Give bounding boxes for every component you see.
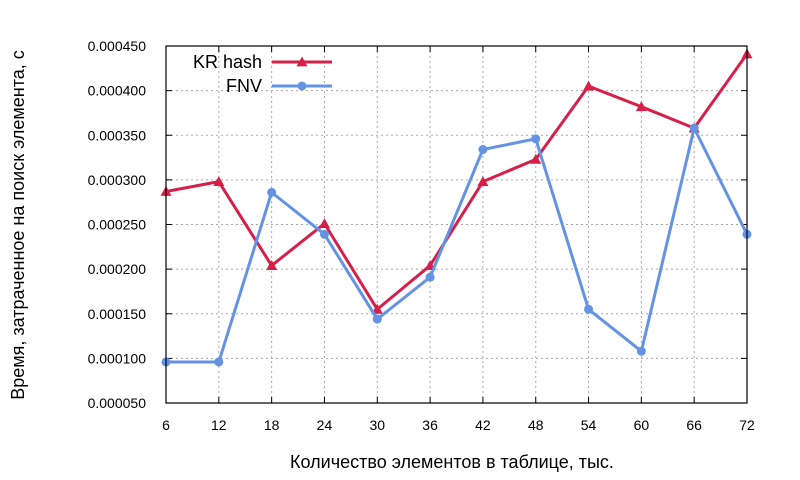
x-tick-label: 54: [581, 417, 597, 433]
data-point: [583, 80, 595, 91]
legend-label: KR hash: [193, 52, 262, 72]
y-tick-label: 0.000200: [88, 261, 147, 277]
x-tick-label: 48: [528, 417, 544, 433]
series-circle: [161, 123, 752, 367]
plot-frame: [165, 45, 748, 404]
y-tick-label: 0.000400: [88, 83, 147, 99]
data-point: [530, 153, 542, 164]
x-axis-title: Количество элементов в таблице, тыс.: [290, 452, 614, 472]
x-tick-label: 18: [264, 417, 280, 433]
data-point: [371, 303, 383, 314]
series-triangle: [160, 48, 753, 314]
y-tick-label: 0.000050: [88, 395, 147, 411]
series-line: [164, 52, 749, 311]
legend-marker: [297, 81, 307, 91]
legend-marker: [296, 56, 308, 67]
y-tick-label: 0.000150: [88, 306, 147, 322]
data-point: [318, 218, 330, 229]
data-point: [425, 272, 435, 282]
x-tick-label: 72: [739, 417, 755, 433]
data-point: [531, 134, 541, 144]
data-point: [372, 314, 382, 324]
x-tick-label: 12: [211, 417, 227, 433]
y-tick-label: 0.000100: [88, 350, 147, 366]
y-axis-title: Время, затраченное на поиск элемента, с: [8, 50, 28, 400]
data-point: [635, 101, 647, 112]
series-line: [164, 126, 749, 364]
data-point: [214, 357, 224, 367]
data-point: [689, 123, 699, 133]
y-axis-tick-labels: 0.000050 0.000100 0.000150 0.000200 0.000250…: [88, 38, 147, 411]
x-tick-label: 66: [686, 417, 702, 433]
x-tick-label: 24: [317, 417, 333, 433]
legend: KR hash FNV: [193, 52, 332, 96]
legend-label: FNV: [226, 76, 262, 96]
data-point: [319, 229, 329, 239]
y-tick-label: 0.000250: [88, 217, 147, 233]
x-tick-label: 42: [475, 417, 491, 433]
x-tick-label: 30: [369, 417, 385, 433]
x-tick-label: 60: [634, 417, 650, 433]
data-point: [266, 260, 278, 270]
data-point: [636, 346, 646, 356]
x-tick-label: 36: [422, 417, 438, 433]
y-tick-label: 0.000300: [88, 172, 147, 188]
data-point: [584, 304, 594, 314]
x-axis-tick-labels: 6 12 18 24 30 36 42 48 54 60 66 72: [162, 417, 755, 433]
data-point: [477, 176, 489, 187]
y-tick-label: 0.000450: [88, 38, 147, 54]
x-tick-label: 6: [162, 417, 170, 433]
data-point: [213, 176, 225, 187]
data-point: [478, 145, 488, 155]
y-tick-label: 0.000350: [88, 127, 147, 143]
data-series: [160, 48, 753, 367]
data-point: [267, 187, 277, 197]
